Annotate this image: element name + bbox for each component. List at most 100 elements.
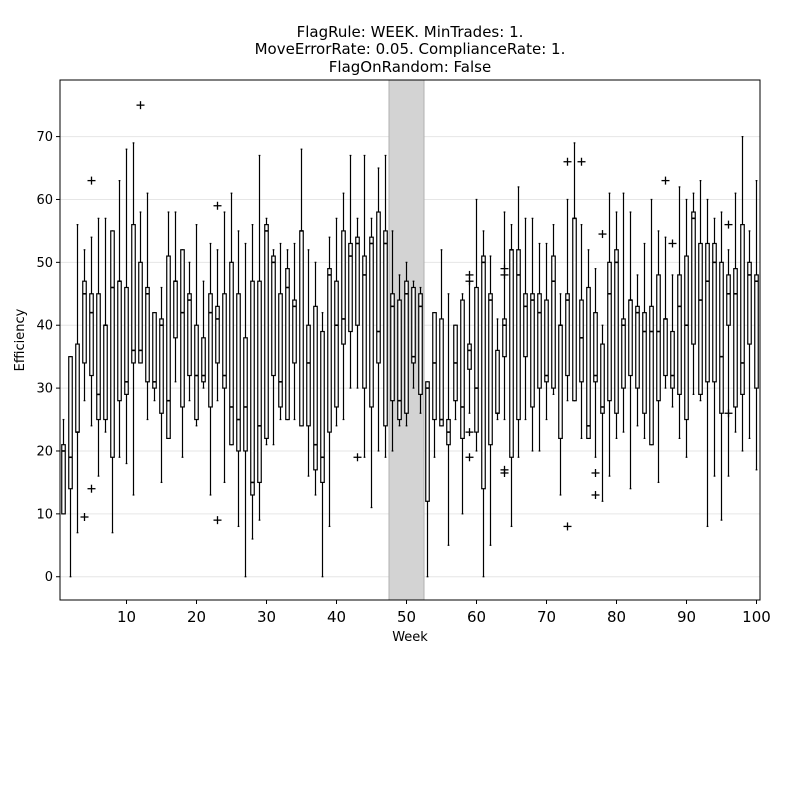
box-week-90 xyxy=(684,198,689,458)
outlier-marker xyxy=(577,157,586,166)
chart-title: FlagRule: WEEK. MinTrades: 1. MoveErrorR… xyxy=(255,23,566,76)
iqr-box xyxy=(551,255,556,389)
iqr-box xyxy=(376,211,381,364)
iqr-box xyxy=(61,444,66,515)
iqr-box xyxy=(299,230,304,427)
box-week-48 xyxy=(390,230,395,452)
x-tick-label: 90 xyxy=(677,608,696,626)
box-week-69 xyxy=(537,242,542,452)
iqr-box xyxy=(327,268,332,433)
iqr-box xyxy=(460,299,465,440)
x-tick-label: 40 xyxy=(327,608,346,626)
box-week-60 xyxy=(474,198,479,452)
x-tick-label: 80 xyxy=(607,608,626,626)
box-week-99 xyxy=(747,230,752,440)
iqr-box xyxy=(404,280,409,414)
box-week-81 xyxy=(621,192,626,433)
x-axis-ticks: 10 20 30 40 50 60 70 80 90 100 xyxy=(117,600,771,626)
iqr-box xyxy=(495,349,500,414)
title-line-2: MoveErrorRate: 0.05. ComplianceRate: 1. xyxy=(255,40,566,58)
iqr-box xyxy=(705,242,710,383)
iqr-box xyxy=(600,343,605,414)
box-week-87 xyxy=(663,236,668,389)
box-week-85 xyxy=(649,198,654,446)
box-week-84 xyxy=(642,242,647,440)
iqr-box xyxy=(68,356,73,490)
y-tick-label: 30 xyxy=(36,382,53,397)
box-week-3 xyxy=(75,224,80,534)
iqr-box xyxy=(439,318,444,427)
box-week-12 xyxy=(138,211,143,364)
x-tick-label: 100 xyxy=(742,608,771,626)
iqr-box xyxy=(131,224,136,364)
box-week-19 xyxy=(187,261,192,402)
iqr-box xyxy=(159,318,164,414)
box-week-89 xyxy=(677,186,682,440)
box-week-5 xyxy=(89,236,94,427)
box-week-66 xyxy=(516,186,521,458)
iqr-box xyxy=(313,305,318,471)
iqr-box xyxy=(180,249,185,408)
box-week-77 xyxy=(593,268,598,458)
box-week-31 xyxy=(271,249,276,446)
box-week-28 xyxy=(250,224,255,540)
outlier-marker xyxy=(80,513,89,522)
box-week-54 xyxy=(432,312,437,458)
iqr-box xyxy=(89,293,94,377)
iqr-box xyxy=(663,318,668,377)
box-week-30 xyxy=(264,217,269,446)
box-week-67 xyxy=(523,217,528,421)
box-week-16 xyxy=(166,211,171,440)
box-week-78 xyxy=(600,324,605,502)
box-week-50 xyxy=(404,261,409,427)
box-week-59 xyxy=(467,280,472,414)
box-week-45 xyxy=(369,217,374,509)
box-week-41 xyxy=(341,192,346,421)
iqr-box xyxy=(166,255,171,440)
iqr-box xyxy=(719,261,724,414)
box-week-55 xyxy=(439,249,444,427)
box-week-91 xyxy=(691,192,696,395)
iqr-box xyxy=(208,293,213,408)
box-week-24 xyxy=(222,211,227,484)
iqr-box xyxy=(635,305,640,389)
outlier-marker xyxy=(500,468,509,477)
y-tick-label: 0 xyxy=(45,570,53,585)
iqr-box xyxy=(250,280,255,496)
box-week-95 xyxy=(719,211,724,521)
iqr-box xyxy=(558,324,563,440)
box-week-47 xyxy=(383,154,388,458)
box-week-86 xyxy=(656,230,661,484)
iqr-box xyxy=(110,230,115,458)
box-week-46 xyxy=(376,167,381,452)
iqr-box xyxy=(215,305,220,364)
box-week-53 xyxy=(425,381,430,578)
box-week-20 xyxy=(194,224,199,427)
iqr-box xyxy=(187,293,192,377)
iqr-box xyxy=(257,280,262,484)
iqr-box xyxy=(677,274,682,395)
iqr-box xyxy=(425,381,430,502)
iqr-box xyxy=(516,249,521,421)
x-tick-label: 70 xyxy=(537,608,556,626)
box-week-26 xyxy=(236,230,241,528)
iqr-box xyxy=(572,217,577,402)
box-week-88 xyxy=(670,274,675,408)
box-week-14 xyxy=(152,312,157,402)
y-tick-label: 40 xyxy=(36,319,53,334)
box-week-23 xyxy=(215,249,220,402)
box-week-58 xyxy=(460,293,465,515)
iqr-box xyxy=(264,224,269,440)
box-week-33 xyxy=(285,249,290,421)
iqr-box xyxy=(236,293,241,452)
iqr-box xyxy=(117,280,122,402)
title-line-1: FlagRule: WEEK. MinTrades: 1. xyxy=(297,23,524,41)
iqr-box xyxy=(334,280,339,408)
box-week-51 xyxy=(411,280,416,389)
box-week-36 xyxy=(306,249,311,477)
box-week-49 xyxy=(397,274,402,427)
box-week-6 xyxy=(96,217,101,477)
iqr-box xyxy=(383,230,388,427)
outlier-marker xyxy=(136,101,145,110)
box-week-7 xyxy=(103,217,108,433)
